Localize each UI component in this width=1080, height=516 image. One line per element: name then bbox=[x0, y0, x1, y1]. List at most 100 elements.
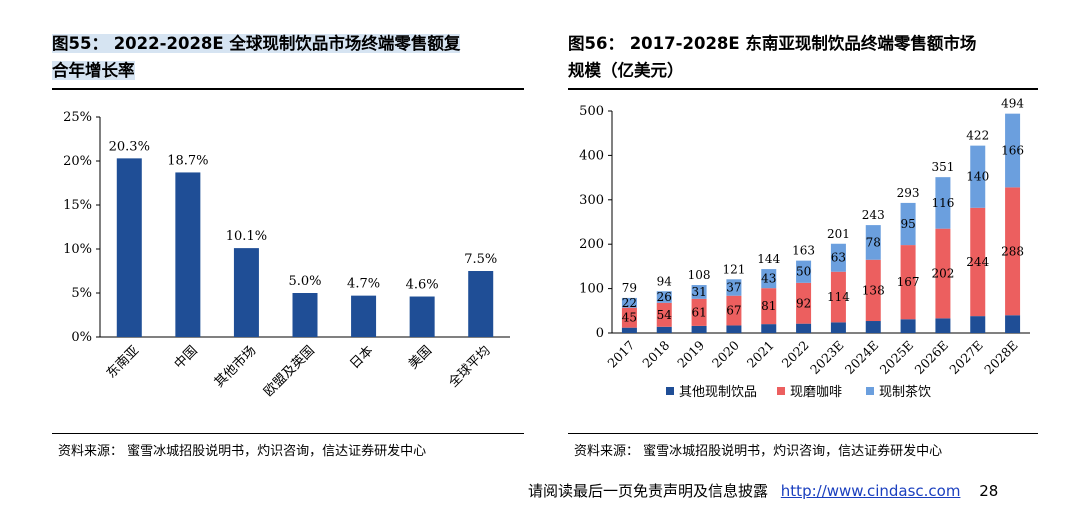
right-x-tick-label: 2026E bbox=[911, 338, 951, 378]
right-total-label: 351 bbox=[931, 160, 954, 174]
right-segment-value-label: 244 bbox=[966, 255, 989, 269]
right-x-tick-label: 2018 bbox=[639, 337, 672, 370]
right-stack-segment bbox=[830, 322, 846, 333]
right-stack-segment bbox=[830, 271, 846, 323]
right-total-label: 163 bbox=[792, 244, 815, 258]
left-title-line1: 图55： 2022-2028E 全球现制饮品市场终端零售额复 bbox=[52, 34, 461, 53]
left-bar bbox=[116, 158, 142, 337]
page-number: 28 bbox=[979, 482, 999, 500]
right-stack-segment bbox=[656, 326, 672, 333]
right-stack-segment bbox=[900, 245, 916, 320]
right-stack-segment bbox=[865, 259, 881, 322]
right-stack-segment bbox=[726, 295, 742, 326]
right-y-tick-label: 400 bbox=[579, 148, 604, 163]
right-stack-segment bbox=[900, 202, 916, 246]
right-stack-segment bbox=[761, 324, 777, 333]
right-segment-value-label: 95 bbox=[900, 217, 915, 231]
left-title-rule bbox=[52, 88, 524, 90]
right-stack-segment bbox=[656, 302, 672, 327]
right-figure-title: 图56： 2017-2028E 东南亚现制饮品终端零售额市场 规模（亿美元） bbox=[568, 30, 1038, 84]
right-x-tick-label: 2021 bbox=[744, 338, 777, 371]
right-total-label: 422 bbox=[966, 129, 989, 143]
right-legend-swatch bbox=[777, 387, 785, 395]
left-y-tick-label: 15% bbox=[63, 198, 92, 213]
right-x-tick-label: 2028E bbox=[981, 338, 1021, 378]
right-total-label: 243 bbox=[862, 208, 885, 222]
right-segment-value-label: 138 bbox=[862, 283, 885, 297]
right-x-tick-label: 2020 bbox=[709, 337, 742, 370]
left-bar-value-label: 5.0% bbox=[288, 274, 321, 289]
left-bar bbox=[351, 295, 377, 337]
left-y-tick-label: 20% bbox=[63, 154, 92, 169]
right-segment-value-label: 202 bbox=[931, 267, 954, 281]
right-title-line1: 图56： 2017-2028E 东南亚现制饮品终端零售额市场 bbox=[568, 34, 977, 53]
right-stack-segment bbox=[691, 285, 707, 299]
right-stack-segment bbox=[1005, 187, 1021, 316]
right-segment-value-label: 37 bbox=[726, 280, 741, 294]
right-stack-segment bbox=[935, 177, 951, 229]
right-title-line2: 规模（亿美元） bbox=[568, 61, 684, 80]
right-total-label: 121 bbox=[722, 262, 745, 276]
right-segment-value-label: 45 bbox=[622, 311, 637, 325]
left-bar-value-label: 7.5% bbox=[464, 252, 497, 267]
right-legend-swatch bbox=[666, 387, 674, 395]
right-segment-value-label: 167 bbox=[897, 275, 920, 289]
footer-disclaimer: 请阅读最后一页免责声明及信息披露 bbox=[528, 482, 769, 500]
right-total-label: 108 bbox=[688, 268, 711, 282]
left-y-tick-label: 25% bbox=[63, 110, 92, 125]
right-stack-segment bbox=[796, 323, 812, 333]
right-stack-segment bbox=[621, 307, 637, 328]
right-segment-value-label: 78 bbox=[866, 235, 881, 249]
left-bar bbox=[409, 296, 435, 337]
right-source-rule bbox=[568, 433, 1038, 434]
right-stack-segment bbox=[726, 279, 742, 296]
right-y-tick-label: 300 bbox=[579, 193, 604, 208]
right-legend-swatch bbox=[866, 387, 874, 395]
right-legend-label: 现制茶饮 bbox=[879, 384, 931, 400]
right-total-label: 144 bbox=[757, 252, 780, 266]
right-y-tick-label: 0 bbox=[596, 326, 604, 341]
right-segment-value-label: 22 bbox=[622, 296, 637, 310]
right-stack-segment bbox=[935, 318, 951, 333]
footer-url-link[interactable]: http://www.cindasc.com bbox=[780, 482, 961, 500]
right-y-tick-label: 500 bbox=[579, 104, 604, 119]
right-segment-value-label: 92 bbox=[796, 296, 811, 310]
left-x-tick-label: 中国 bbox=[172, 343, 201, 372]
right-segment-value-label: 31 bbox=[691, 285, 706, 299]
left-figure-title: 图55： 2022-2028E 全球现制饮品市场终端零售额复 合年增长率 bbox=[52, 30, 522, 84]
left-y-tick-label: 0% bbox=[71, 330, 92, 345]
right-y-tick-label: 100 bbox=[579, 282, 604, 297]
left-x-tick-label: 欧盟及英国 bbox=[261, 343, 318, 400]
right-stack-segment bbox=[935, 228, 951, 319]
right-title-rule bbox=[568, 88, 1038, 90]
right-total-label: 79 bbox=[622, 281, 637, 295]
left-title-line2: 合年增长率 bbox=[52, 61, 135, 80]
right-stack-segment bbox=[656, 291, 672, 303]
right-x-tick-label: 2025E bbox=[877, 338, 917, 378]
right-stack-segment bbox=[796, 282, 812, 324]
right-stack-segment bbox=[761, 269, 777, 289]
right-segment-value-label: 43 bbox=[761, 272, 776, 286]
right-segment-value-label: 26 bbox=[657, 290, 672, 304]
right-stack-segment bbox=[621, 327, 637, 333]
right-x-tick-label: 2019 bbox=[674, 337, 707, 370]
right-stack-segment bbox=[796, 260, 812, 283]
right-total-label: 494 bbox=[1001, 97, 1024, 111]
right-segment-value-label: 54 bbox=[657, 308, 673, 322]
left-bar bbox=[468, 271, 494, 337]
right-total-label: 201 bbox=[827, 227, 850, 241]
right-segment-value-label: 166 bbox=[1001, 144, 1024, 158]
left-bar bbox=[175, 172, 201, 337]
right-stack-segment bbox=[865, 321, 881, 333]
right-stack-segment bbox=[691, 325, 707, 333]
left-source-rule bbox=[52, 433, 524, 434]
right-x-tick-label: 2017 bbox=[604, 337, 637, 370]
right-legend-label: 其他现制饮品 bbox=[679, 385, 757, 400]
left-bar bbox=[233, 248, 259, 337]
left-y-tick-label: 5% bbox=[71, 286, 92, 301]
right-total-label: 94 bbox=[657, 274, 673, 288]
right-segment-value-label: 114 bbox=[827, 290, 850, 304]
footer: 请阅读最后一页免责声明及信息披露 http://www.cindasc.com … bbox=[528, 480, 998, 501]
right-stack-segment bbox=[865, 225, 881, 260]
